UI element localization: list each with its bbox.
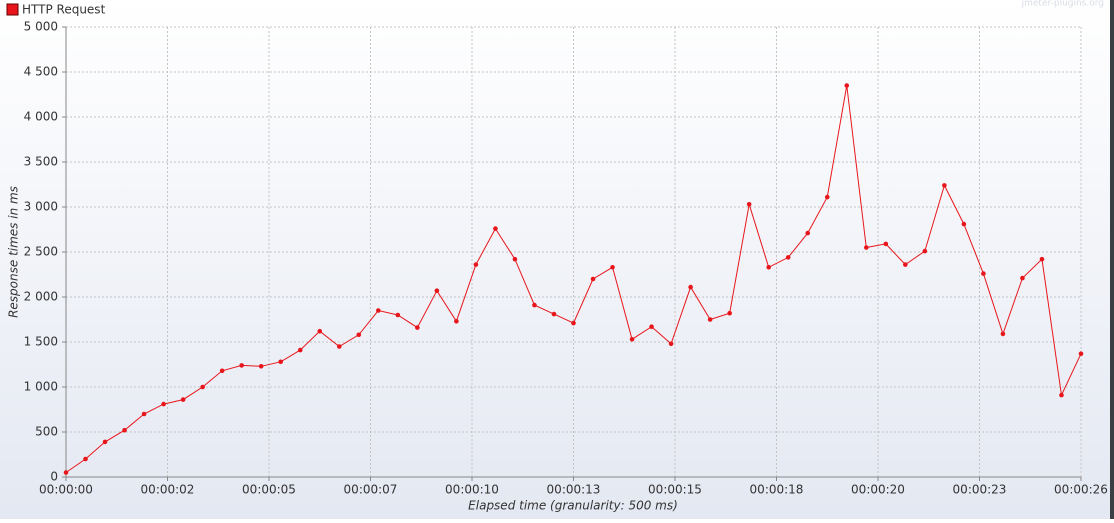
x-tick-label: 00:00:00 (39, 483, 93, 497)
data-point (434, 288, 440, 294)
data-point (258, 364, 264, 369)
legend-swatch (6, 3, 19, 16)
data-point (785, 255, 791, 260)
data-point (278, 359, 284, 365)
watermark: jmeter-plugins.org (1021, 0, 1104, 9)
data-point (571, 320, 576, 326)
data-point (1039, 256, 1045, 262)
data-point (922, 248, 928, 254)
data-point (863, 245, 869, 250)
data-point (590, 276, 596, 282)
x-tick-label: 00:00:20 (851, 483, 905, 497)
data-point (200, 384, 205, 390)
x-tick-label: 00:00:26 (1054, 483, 1108, 497)
x-tick-label: 00:00:23 (953, 483, 1007, 497)
x-tick-label: 00:00:15 (648, 483, 702, 497)
data-point (141, 411, 147, 417)
data-point (551, 311, 557, 317)
data-point (668, 341, 674, 347)
y-tick-label: 500 (35, 425, 58, 439)
x-tick-label: 00:00:13 (547, 483, 601, 497)
data-point (629, 337, 635, 342)
data-point (824, 194, 830, 200)
legend-label: HTTP Request (22, 3, 106, 17)
data-point (844, 83, 850, 88)
data-point (63, 470, 69, 475)
data-point (356, 332, 362, 338)
data-point (961, 221, 967, 227)
data-point (688, 284, 693, 290)
data-point (746, 202, 752, 207)
data-point (883, 241, 889, 247)
data-point (649, 324, 654, 330)
data-point (122, 427, 127, 433)
y-tick-label: 2 000 (24, 290, 58, 304)
data-point (83, 456, 88, 462)
data-point (161, 401, 166, 407)
data-point (707, 317, 713, 322)
data-point (493, 226, 498, 231)
data-point (297, 347, 303, 353)
data-point (317, 328, 323, 334)
data-point (239, 363, 244, 368)
data-point (981, 271, 986, 276)
x-tick-label: 00:00:07 (344, 483, 398, 497)
data-point (942, 183, 947, 188)
y-tick-label: 3 500 (24, 155, 58, 169)
y-axis-title: Response times in ms (7, 186, 21, 318)
x-tick-label: 00:00:05 (242, 483, 296, 497)
x-axis-title: Elapsed time (granularity: 500 ms) (468, 499, 678, 513)
data-point (512, 256, 518, 262)
data-point (1020, 275, 1025, 281)
y-tick-label: 2 500 (24, 245, 58, 259)
data-point (610, 265, 615, 270)
data-point (473, 262, 479, 267)
y-tick-label: 1 000 (24, 380, 58, 394)
data-point (1059, 392, 1064, 398)
data-point (1078, 351, 1084, 357)
y-tick-label: 3 000 (24, 200, 58, 214)
x-tick-label: 00:00:02 (141, 483, 195, 497)
data-point (336, 344, 342, 349)
data-point (1000, 331, 1006, 337)
data-point (219, 368, 225, 374)
data-point (376, 308, 381, 313)
y-tick-label: 5 000 (24, 20, 58, 34)
data-point (415, 325, 420, 330)
data-point (180, 397, 186, 402)
y-tick-label: 1 500 (24, 335, 58, 349)
data-point (454, 319, 459, 324)
data-point (727, 310, 732, 316)
data-point (395, 312, 401, 318)
data-point (805, 230, 811, 236)
x-tick-label: 00:00:10 (445, 483, 499, 497)
data-point (532, 302, 537, 308)
data-point (903, 262, 908, 267)
data-point (766, 265, 771, 270)
x-tick-label: 00:00:18 (750, 483, 804, 497)
y-tick-label: 4 500 (24, 65, 58, 79)
edge (1110, 0, 1114, 519)
data-point (102, 439, 108, 445)
y-tick-label: 0 (50, 470, 58, 484)
y-tick-label: 4 000 (24, 110, 58, 124)
